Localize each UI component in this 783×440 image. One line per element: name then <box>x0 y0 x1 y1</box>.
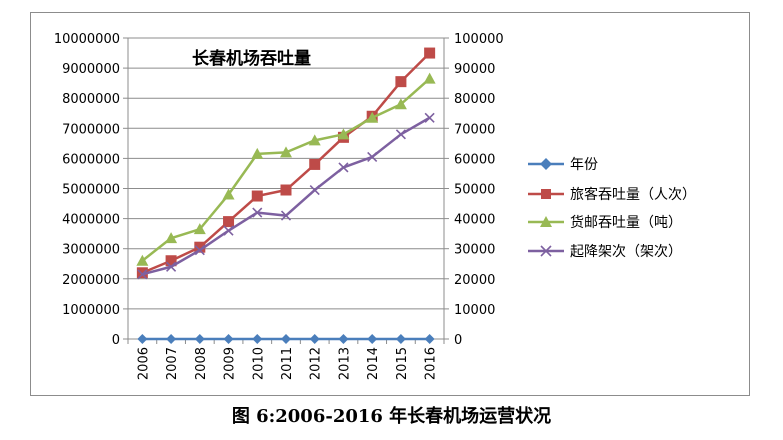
data-point-square <box>194 241 206 253</box>
data-point-triangle <box>337 128 350 140</box>
right-axis-tick-label: 30000 <box>454 243 495 258</box>
right-axis-tick-label: 80000 <box>454 92 495 107</box>
data-point-triangle <box>394 98 407 110</box>
data-point-square <box>251 190 263 202</box>
data-point-square <box>280 184 292 196</box>
data-point-triangle <box>165 232 178 244</box>
data-point-triangle <box>308 134 321 146</box>
data-point-square <box>165 255 177 267</box>
data-point-triangle <box>423 72 436 84</box>
data-point-x <box>338 162 349 173</box>
x-axis-tick-label: 2013 <box>337 347 352 380</box>
data-point-triangle <box>251 147 264 159</box>
data-point-diamond <box>223 333 234 344</box>
right-axis-tick-label: 50000 <box>454 183 495 198</box>
data-point-x <box>252 207 263 218</box>
legend-swatch-x-icon <box>528 245 564 257</box>
left-axis-tick-label: 5000000 <box>62 183 120 198</box>
right-axis-tick-label: 90000 <box>454 62 495 77</box>
data-point-diamond <box>281 333 291 344</box>
series-line-3 <box>142 116 431 276</box>
legend-item-flights: 起降架次（架次） <box>528 241 682 261</box>
data-point-x <box>280 210 292 221</box>
chart-plot: 0 0 1000000 10000 2000000 20000 3000000 30000 40… <box>54 32 504 380</box>
left-axis-tick-label: 6000000 <box>62 152 120 167</box>
data-point-square <box>395 76 407 88</box>
right-axis-tick-label: 10000 <box>454 303 495 318</box>
x-axis-tick-label: 2014 <box>366 347 381 380</box>
x-axis-tick-label: 2007 <box>165 347 180 380</box>
x-axis-tick-label: 2010 <box>251 347 266 380</box>
left-axis-tick-label: 7000000 <box>62 122 120 137</box>
data-point-diamond <box>137 333 148 344</box>
left-axis-tick-label: 1000000 <box>62 303 120 318</box>
left-axis-tick-label: 10000000 <box>54 32 120 47</box>
data-point-x <box>395 129 406 140</box>
data-point-x <box>194 245 205 256</box>
right-axis-tick-label: 0 <box>454 333 462 348</box>
data-point-triangle <box>280 146 292 158</box>
legend-swatch-triangle-icon <box>528 216 564 227</box>
data-point-diamond <box>252 333 263 344</box>
data-point-triangle <box>366 111 379 123</box>
data-point-x <box>424 112 435 123</box>
series-line-1 <box>141 52 431 274</box>
data-point-x <box>223 225 234 236</box>
x-axis-tick-label: 2012 <box>309 347 324 380</box>
right-axis-tick-label: 100000 <box>454 32 504 47</box>
chart-frame <box>30 12 750 396</box>
series-line-2 <box>141 77 431 262</box>
data-point-triangle <box>222 188 235 200</box>
data-point-x <box>367 151 378 162</box>
chart-title: 长春机场吞吐量 <box>192 49 311 69</box>
legend-label-flights: 起降架次（架次） <box>570 244 682 260</box>
legend-item-passengers: 旅客吞吐量（人次） <box>528 184 696 204</box>
x-axis-tick-label: 2015 <box>395 347 410 380</box>
x-axis-tick-label: 2011 <box>280 347 295 380</box>
data-point-diamond <box>424 333 435 344</box>
x-axis-tick-label: 2008 <box>194 347 209 380</box>
data-point-diamond <box>309 333 320 344</box>
data-point-diamond <box>166 333 177 344</box>
legend-label-cargo: 货邮吞吐量（吨） <box>570 215 682 231</box>
left-axis-tick-label: 4000000 <box>62 213 120 228</box>
data-point-triangle <box>193 223 206 235</box>
legend-item-year: 年份 <box>528 154 598 174</box>
legend-item-cargo: 货邮吞吐量（吨） <box>528 212 682 232</box>
legend-label-year: 年份 <box>570 157 598 173</box>
right-axis-tick-label: 60000 <box>454 152 495 167</box>
data-point-diamond <box>367 333 378 344</box>
data-point-x <box>137 269 148 280</box>
legend-swatch-diamond-icon <box>528 158 564 170</box>
data-point-diamond <box>395 333 406 344</box>
data-point-square <box>309 158 321 170</box>
figure-caption: 图 6:2006-2016 年长春机场运营状况 <box>231 406 552 427</box>
data-point-square <box>136 267 148 279</box>
data-point-square <box>424 47 436 59</box>
left-axis-tick-label: 9000000 <box>62 62 120 77</box>
right-axis-tick-label: 70000 <box>454 122 495 137</box>
x-axis-tick-label: 2016 <box>424 347 439 380</box>
right-axis-tick-label: 40000 <box>454 213 495 228</box>
left-axis-tick-label: 3000000 <box>62 243 120 258</box>
left-axis-tick-label: 2000000 <box>62 273 120 288</box>
x-axis-tick-label: 2009 <box>223 347 238 380</box>
left-axis-tick-label: 0 <box>112 333 120 348</box>
data-point-square <box>223 216 235 228</box>
legend-swatch-square-icon <box>528 189 564 199</box>
data-point-triangle <box>136 254 149 266</box>
data-point-x <box>309 184 320 196</box>
data-point-diamond <box>194 333 205 344</box>
data-point-x <box>166 261 177 272</box>
data-point-diamond <box>338 333 349 344</box>
left-axis-tick-label: 8000000 <box>62 92 120 107</box>
right-axis-tick-label: 20000 <box>454 273 495 288</box>
legend-label-passengers: 旅客吞吐量（人次） <box>570 187 696 203</box>
x-axis-tick-label: 2006 <box>136 347 151 380</box>
